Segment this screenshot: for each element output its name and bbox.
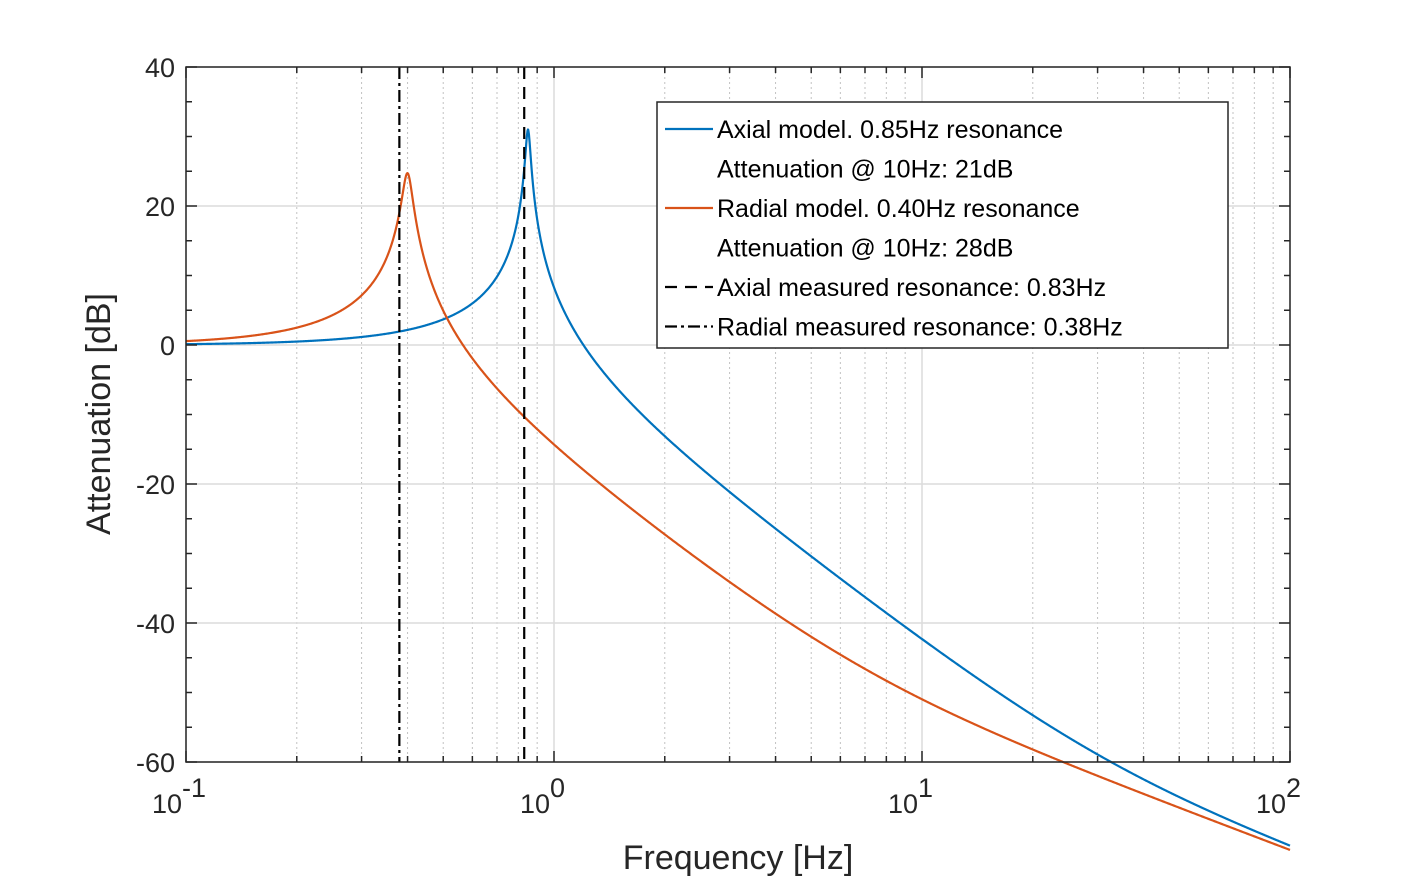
x-tick-base: 10 — [1256, 789, 1286, 819]
y-tick-label: 0 — [160, 331, 175, 361]
legend-entry: Radial model. 0.40Hz resonance Attenuatio… — [665, 195, 1080, 263]
tick-marks — [185, 66, 1291, 763]
legend-entry: Axial measured resonance: 0.83Hz — [665, 274, 1106, 302]
y-tick-label: 20 — [145, 192, 175, 222]
legend-label: Axial model. 0.85Hz resonance — [717, 116, 1063, 144]
y-tick-label: -40 — [136, 609, 175, 639]
x-tick-exponent: -1 — [182, 773, 206, 803]
legend-box — [656, 101, 1229, 349]
x-tick-base: 10 — [888, 789, 918, 819]
x-tick-label: 101 — [888, 773, 933, 819]
legend-label: Axial measured resonance: 0.83Hz — [717, 274, 1106, 302]
legend-entry: Axial model. 0.85Hz resonance Attenuation… — [665, 116, 1063, 184]
legend-label: Attenuation @ 10Hz: 21dB — [717, 156, 1013, 184]
legend-label: Radial measured resonance: 0.38Hz — [717, 314, 1123, 342]
x-axis-title: Frequency [Hz] — [623, 839, 854, 877]
y-axis-title: Attenuation [dB] — [80, 293, 118, 535]
x-tick-exponent: 1 — [918, 773, 933, 803]
y-tick-label: -20 — [136, 470, 175, 500]
x-tick-label: 10-1 — [152, 773, 206, 819]
curves — [185, 67, 1291, 851]
x-tick-exponent: 2 — [1286, 773, 1301, 803]
legend-entry: Radial measured resonance: 0.38Hz — [665, 314, 1123, 342]
x-tick-exponent: 0 — [550, 773, 565, 803]
x-tick-base: 10 — [520, 789, 550, 819]
x-tick-base: 10 — [152, 789, 182, 819]
y-tick-label: 40 — [145, 53, 175, 83]
series-line-radial-model — [185, 172, 1291, 851]
x-tick-label: 102 — [1256, 773, 1301, 819]
legend: Axial model. 0.85Hz resonance Attenuation… — [656, 101, 1229, 349]
y-tick-labels: 40 20 0 -20 -40 -60 — [136, 53, 175, 778]
y-tick-label: -60 — [136, 748, 175, 778]
legend-label: Radial model. 0.40Hz resonance — [717, 195, 1080, 223]
legend-label: Attenuation @ 10Hz: 28dB — [717, 235, 1013, 263]
series-line-axial-model — [185, 128, 1291, 847]
x-tick-label: 100 — [520, 773, 565, 819]
